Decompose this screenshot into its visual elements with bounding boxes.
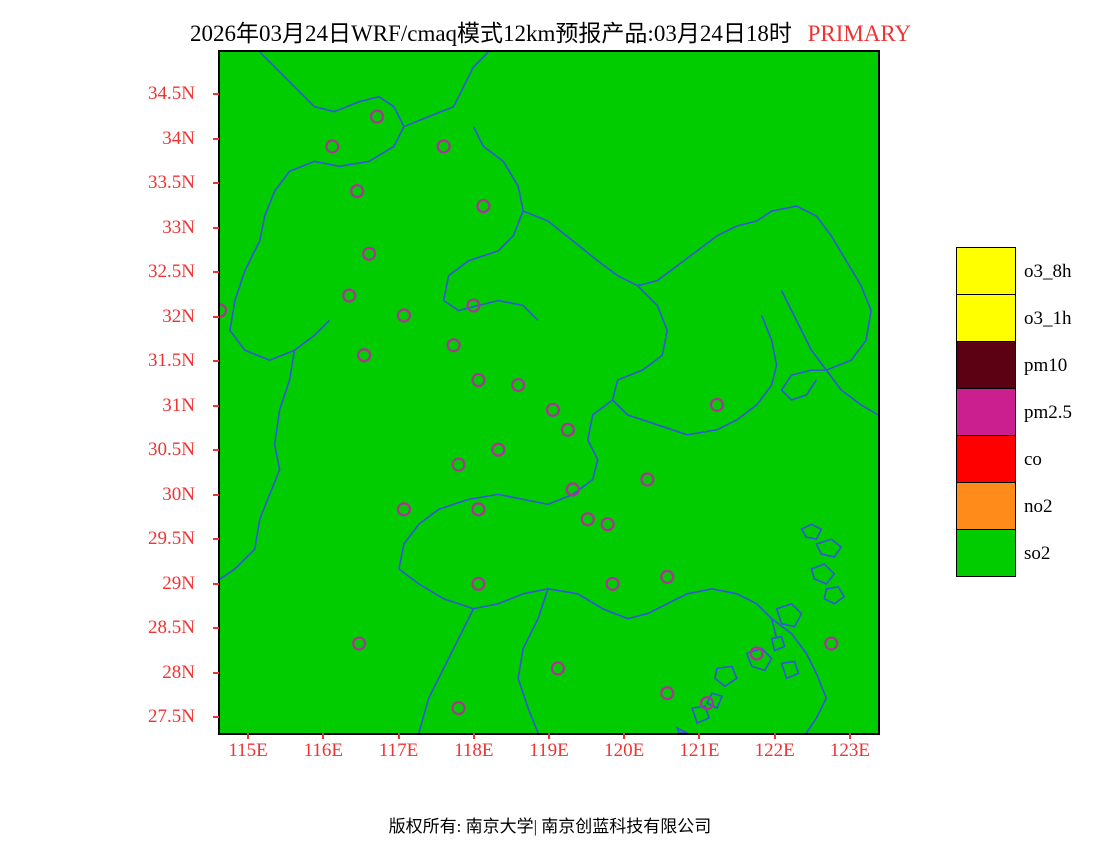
y-axis-label-27.5N: 27.5N <box>0 706 195 728</box>
x-axis-label-121E: 121E <box>679 740 719 762</box>
legend-panel: o3_8h o3_1h pm10 pm2.5 co no2 so2 <box>956 248 1016 577</box>
x-axis-label-120E: 120E <box>604 740 644 762</box>
y-axis-label-33N: 33N <box>0 217 195 239</box>
x-axis-tick-123E <box>849 733 851 739</box>
y-axis-label-31N: 31N <box>0 395 195 417</box>
x-axis-tick-121E <box>698 733 700 739</box>
y-axis-label-32.5N: 32.5N <box>0 261 195 283</box>
legend-label-no2: no2 <box>1024 496 1053 518</box>
y-axis-label-29.5N: 29.5N <box>0 528 195 550</box>
x-axis-tick-115E <box>247 733 249 739</box>
legend-item-pm10: pm10 <box>956 342 1016 389</box>
y-axis-tick-30N <box>213 494 219 496</box>
y-axis-label-30.5N: 30.5N <box>0 439 195 461</box>
legend-label-pm10: pm10 <box>1024 355 1067 377</box>
y-axis-label-30N: 30N <box>0 484 195 506</box>
y-axis-label-34.5N: 34.5N <box>0 83 195 105</box>
primary-label: PRIMARY <box>808 21 912 46</box>
legend-label-o3_1h: o3_1h <box>1024 308 1072 330</box>
y-axis-tick-33N <box>213 227 219 229</box>
footer-text: 版权所有: 南京大学| 南京创蓝科技有限公司 <box>0 812 1100 837</box>
y-axis-tick-34.5N <box>213 93 219 95</box>
legend-item-o3_8h: o3_8h <box>956 248 1016 295</box>
legend-swatch-pm10 <box>956 341 1016 389</box>
x-axis-label-117E: 117E <box>379 740 418 762</box>
chart-title-container: 2026年03月24日WRF/cmaq模式12km预报产品:03月24日18时 … <box>190 14 911 48</box>
y-axis-tick-27.5N <box>213 716 219 718</box>
x-axis-tick-122E <box>774 733 776 739</box>
y-axis-tick-31.5N <box>213 360 219 362</box>
legend-swatch-no2 <box>956 482 1016 530</box>
x-axis-tick-118E <box>473 733 475 739</box>
legend-swatch-co <box>956 435 1016 483</box>
legend-label-pm2.5: pm2.5 <box>1024 402 1072 424</box>
legend-item-so2: so2 <box>956 530 1016 577</box>
legend-item-no2: no2 <box>956 483 1016 530</box>
y-axis-tick-34N <box>213 138 219 140</box>
x-axis-label-123E: 123E <box>830 740 870 762</box>
station-markers-group <box>220 111 837 733</box>
legend-swatch-o3_8h <box>956 247 1016 295</box>
y-axis-tick-29.5N <box>213 538 219 540</box>
y-axis-label-34N: 34N <box>0 128 195 150</box>
legend-item-o3_1h: o3_1h <box>956 295 1016 342</box>
y-axis-label-28N: 28N <box>0 662 195 684</box>
y-axis-label-32N: 32N <box>0 306 195 328</box>
y-axis-tick-30.5N <box>213 449 219 451</box>
x-axis-label-116E: 116E <box>304 740 343 762</box>
legend-label-co: co <box>1024 449 1042 471</box>
legend-swatch-pm2.5 <box>956 388 1016 436</box>
y-axis-tick-33.5N <box>213 182 219 184</box>
legend-swatch-o3_1h <box>956 294 1016 342</box>
y-axis-tick-28.5N <box>213 627 219 629</box>
x-axis-label-119E: 119E <box>529 740 568 762</box>
x-axis-label-118E: 118E <box>454 740 493 762</box>
x-axis-label-115E: 115E <box>228 740 267 762</box>
map-svg <box>220 52 878 733</box>
legend-item-co: co <box>956 436 1016 483</box>
legend-label-so2: so2 <box>1024 543 1050 565</box>
y-axis-label-28.5N: 28.5N <box>0 617 195 639</box>
x-axis-tick-116E <box>322 733 324 739</box>
chart-title-text: 2026年03月24日WRF/cmaq模式12km预报产品:03月24日18时 <box>190 21 792 46</box>
legend-swatch-so2 <box>956 529 1016 577</box>
y-axis-label-29N: 29N <box>0 573 195 595</box>
legend-label-o3_8h: o3_8h <box>1024 261 1072 283</box>
y-axis-tick-28N <box>213 672 219 674</box>
y-axis-tick-31N <box>213 405 219 407</box>
x-axis-tick-119E <box>548 733 550 739</box>
y-axis-tick-32.5N <box>213 271 219 273</box>
y-axis-tick-29N <box>213 583 219 585</box>
x-axis-tick-117E <box>398 733 400 739</box>
y-axis-label-33.5N: 33.5N <box>0 172 195 194</box>
boundary-lines-group <box>220 52 878 733</box>
legend-item-pm2.5: pm2.5 <box>956 389 1016 436</box>
y-axis-label-31.5N: 31.5N <box>0 350 195 372</box>
x-axis-label-122E: 122E <box>755 740 795 762</box>
y-axis-tick-32N <box>213 316 219 318</box>
x-axis-tick-120E <box>623 733 625 739</box>
map-panel[interactable] <box>218 50 880 735</box>
